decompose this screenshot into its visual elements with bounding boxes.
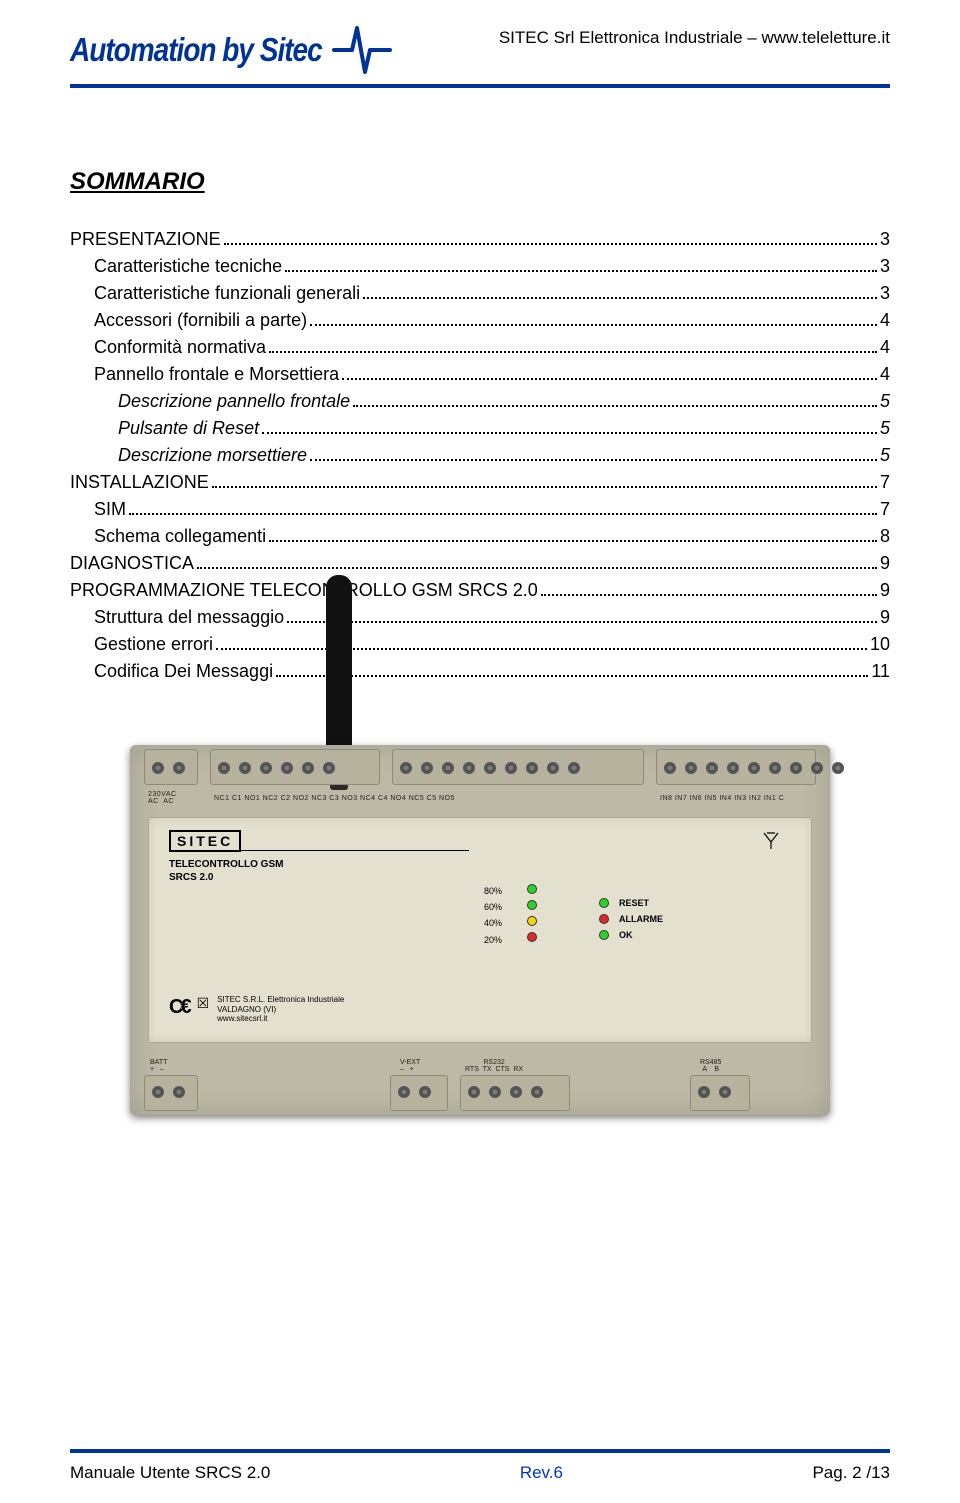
toc-page: 5 (880, 388, 890, 415)
toc-entry[interactable]: Conformità normativa 4 (70, 334, 890, 361)
toc-page: 4 (880, 307, 890, 334)
bottom-label-rs485: RS485 A B (700, 1059, 721, 1073)
toc-entry[interactable]: Caratteristiche tecniche 3 (70, 253, 890, 280)
terminal-row-bottom (152, 1077, 185, 1107)
toc-page: 7 (880, 469, 890, 496)
antenna-symbol-icon (761, 830, 781, 850)
toc-entry[interactable]: Descrizione pannello frontale 5 (70, 388, 890, 415)
toc-entry[interactable]: Descrizione morsettiere 5 (70, 442, 890, 469)
table-of-contents: PRESENTAZIONE3Caratteristiche tecniche3C… (70, 226, 890, 685)
toc-page: 4 (880, 334, 890, 361)
toc-page: 10 (870, 631, 890, 658)
device-face: SITEC TELECONTROLLO GSM SRCS 2.0 C€ ☒ SI… (148, 817, 812, 1043)
toc-entry[interactable]: Pannello frontale e Morsettiera 4 (70, 361, 890, 388)
toc-label: PRESENTAZIONE (70, 226, 221, 253)
toc-page: 9 (880, 577, 890, 604)
status-row: OK (599, 930, 663, 940)
toc-entry[interactable]: Accessori (fornibili a parte) 4 (70, 307, 890, 334)
toc-entry[interactable]: Codifica Dei Messaggi 11 (70, 658, 890, 685)
terminal-row-top (152, 753, 185, 783)
toc-title: SOMMARIO (70, 168, 890, 196)
signal-leds (527, 884, 537, 942)
toc-page: 9 (880, 550, 890, 577)
toc-label: Schema collegamenti (94, 523, 266, 550)
bottom-label-batt: BATT + – (150, 1059, 167, 1073)
status-leds: RESET ALLARME OK (599, 898, 663, 940)
toc-entry[interactable]: DIAGNOSTICA 9 (70, 550, 890, 577)
toc-entry[interactable]: Schema collegamenti 8 (70, 523, 890, 550)
toc-page: 9 (880, 604, 890, 631)
toc-label: Accessori (fornibili a parte) (94, 307, 307, 334)
toc-label: Caratteristiche funzionali generali (94, 280, 360, 307)
footer-revision: Rev.6 (520, 1463, 563, 1483)
toc-label: Caratteristiche tecniche (94, 253, 282, 280)
toc-entry[interactable]: Caratteristiche funzionali generali 3 (70, 280, 890, 307)
toc-entry[interactable]: PROGRAMMAZIONE TELECONTROLLO GSM SRCS 2.… (70, 577, 890, 604)
device-product-name: TELECONTROLLO GSM SRCS 2.0 (169, 858, 283, 884)
footer-page-number: Pag. 2 /13 (812, 1463, 890, 1483)
header-separator (70, 84, 890, 88)
status-row: ALLARME (599, 914, 663, 924)
toc-page: 5 (880, 442, 890, 469)
toc-page: 11 (871, 658, 890, 685)
toc-label: Descrizione morsettiere (118, 442, 307, 469)
header-company: SITEC Srl Elettronica Industriale – www.… (499, 20, 890, 48)
toc-entry[interactable]: Pulsante di Reset 5 (70, 415, 890, 442)
toc-entry[interactable]: Struttura del messaggio 9 (70, 604, 890, 631)
toc-entry[interactable]: SIM 7 (70, 496, 890, 523)
toc-label: Descrizione pannello frontale (118, 388, 350, 415)
toc-page: 3 (880, 280, 890, 307)
footer-separator (70, 1449, 890, 1453)
toc-label: Conformità normativa (94, 334, 266, 361)
top-label-ac: 230VAC AC AC (148, 791, 177, 805)
logo-text: Automation by Sitec (70, 31, 322, 69)
pulse-icon (332, 20, 392, 80)
toc-label: INSTALLAZIONE (70, 469, 209, 496)
top-label-in: IN8 IN7 IN6 IN5 IN4 IN3 IN2 IN1 C (660, 795, 784, 802)
device-brand: SITEC (169, 830, 241, 852)
toc-page: 4 (880, 361, 890, 388)
toc-label: Pannello frontale e Morsettiera (94, 361, 339, 388)
toc-page: 3 (880, 226, 890, 253)
page-footer: Manuale Utente SRCS 2.0 Rev.6 Pag. 2 /13 (70, 1463, 890, 1483)
toc-label: Codifica Dei Messaggi (94, 658, 273, 685)
bottom-label-vext: V-EXT – + (400, 1059, 420, 1073)
toc-page: 5 (880, 415, 890, 442)
toc-label: Gestione errori (94, 631, 213, 658)
top-label-nc: NC1 C1 NO1 NC2 C2 NO2 NC3 C3 NO3 NC4 C4 … (214, 795, 455, 802)
toc-entry[interactable]: Gestione errori 10 (70, 631, 890, 658)
toc-label: PROGRAMMAZIONE TELECONTROLLO GSM SRCS 2.… (70, 577, 538, 604)
status-row: RESET (599, 898, 663, 908)
page-header: Automation by Sitec SITEC Srl Elettronic… (70, 20, 890, 80)
toc-label: Pulsante di Reset (118, 415, 259, 442)
toc-page: 7 (880, 496, 890, 523)
toc-entry[interactable]: INSTALLAZIONE 7 (70, 469, 890, 496)
toc-label: Struttura del messaggio (94, 604, 284, 631)
toc-label: DIAGNOSTICA (70, 550, 194, 577)
ce-marking: C€ ☒ SITEC S.R.L. Elettronica Industrial… (169, 995, 344, 1024)
toc-entry[interactable]: PRESENTAZIONE 3 (70, 226, 890, 253)
toc-page: 8 (880, 523, 890, 550)
logo: Automation by Sitec (70, 20, 392, 80)
signal-percentages: 80%60%40%20% (484, 883, 502, 948)
footer-left: Manuale Utente SRCS 2.0 (70, 1463, 270, 1483)
toc-page: 3 (880, 253, 890, 280)
device-photo: 230VAC AC AC NC1 C1 NO1 NC2 C2 NO2 NC3 C… (70, 745, 890, 1115)
bottom-label-rs232: RS232 RTS TX CTS RX (465, 1059, 523, 1073)
toc-label: SIM (94, 496, 126, 523)
